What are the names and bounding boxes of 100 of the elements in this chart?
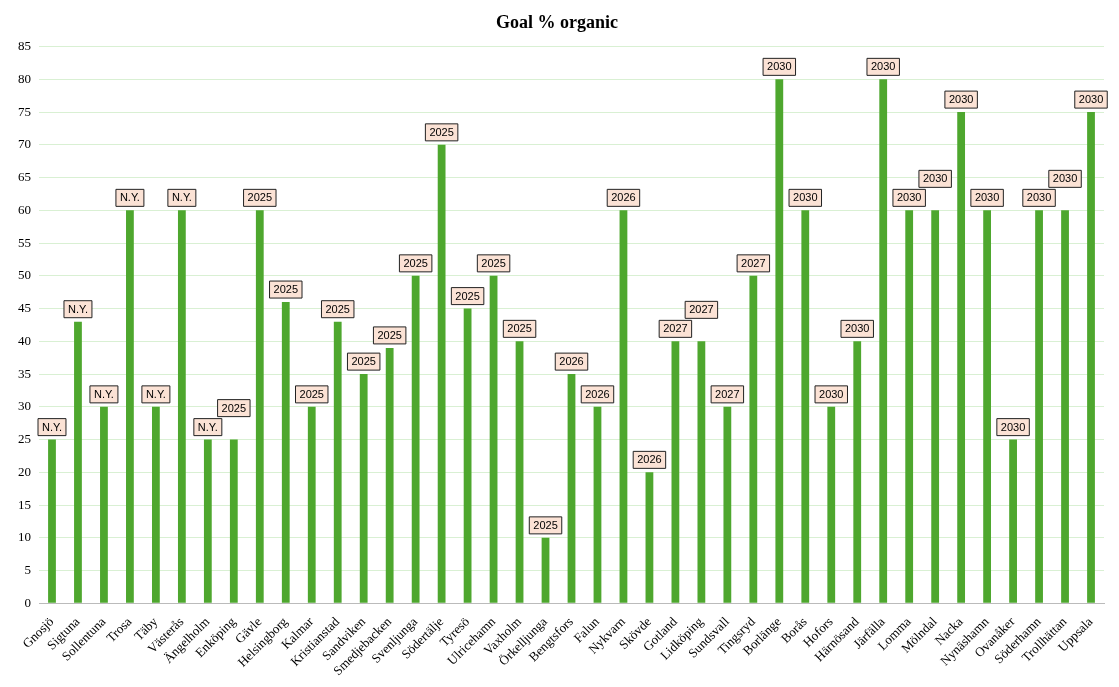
y-tick-label: 40 <box>18 332 31 348</box>
annotation: N.Y. <box>119 191 140 204</box>
y-tick-label: 70 <box>18 136 31 152</box>
annotation: 2025 <box>325 302 350 315</box>
annotation: 2025 <box>299 387 324 400</box>
bar <box>100 406 108 603</box>
bar <box>931 210 940 603</box>
annotation: 2025 <box>507 322 532 335</box>
annotation: 2025 <box>221 401 247 414</box>
y-tick-label: 55 <box>18 234 31 250</box>
y-tick-label: 25 <box>18 431 31 447</box>
bar <box>1035 210 1043 603</box>
y-tick-label: 5 <box>24 562 31 578</box>
y-tick-label: 45 <box>18 300 31 316</box>
annotation: 2030 <box>844 322 870 335</box>
annotation: 2025 <box>533 518 558 531</box>
bar <box>827 406 836 603</box>
bar <box>697 341 706 603</box>
annotation: 2030 <box>870 60 896 73</box>
bar <box>983 210 992 603</box>
y-tick-label: 60 <box>18 201 31 217</box>
bar <box>359 374 368 603</box>
annotation: 2030 <box>1052 172 1078 185</box>
bar <box>619 210 628 603</box>
y-tick-label: 80 <box>18 70 31 86</box>
annotation: 2030 <box>819 387 844 400</box>
bar <box>853 341 862 603</box>
annotation: 2026 <box>611 191 636 204</box>
bar <box>177 210 186 603</box>
annotation: 2025 <box>247 191 273 204</box>
bar <box>437 144 446 603</box>
annotation: 2030 <box>767 60 792 73</box>
bar <box>567 374 576 603</box>
annotation: N.Y. <box>93 387 114 400</box>
bar <box>593 406 602 603</box>
bar <box>203 439 212 603</box>
bar <box>463 308 472 603</box>
bar <box>74 321 82 603</box>
annotation: 2030 <box>974 191 1000 204</box>
annotation: N.Y. <box>42 420 62 433</box>
annotation: N.Y. <box>145 387 166 400</box>
bar <box>255 210 264 603</box>
bar <box>48 439 56 603</box>
bar <box>1087 112 1095 603</box>
bar <box>541 537 550 603</box>
annotation: 2025 <box>455 289 480 302</box>
annotation: 2030 <box>1078 93 1104 106</box>
annotation: 2027 <box>741 256 766 269</box>
bar <box>957 112 966 603</box>
bar <box>385 347 394 603</box>
annotation: 2030 <box>922 172 948 185</box>
annotation: 2025 <box>351 355 376 368</box>
annotation: 2030 <box>1026 191 1052 204</box>
chart-title: Goal % organic <box>496 12 618 33</box>
y-tick-label: 50 <box>18 267 31 283</box>
bar <box>723 406 732 603</box>
bar <box>229 439 238 603</box>
bar <box>749 275 758 603</box>
annotation: 2030 <box>948 93 974 106</box>
annotation: N.Y. <box>67 302 88 315</box>
y-tick-label: 10 <box>18 529 31 545</box>
annotation: 2027 <box>715 387 740 400</box>
annotation: 2030 <box>1000 420 1026 433</box>
annotation: 2025 <box>481 256 506 269</box>
annotation: 2025 <box>273 283 299 296</box>
bar <box>801 210 810 603</box>
bar <box>905 210 914 603</box>
annotation: 2027 <box>663 322 688 335</box>
y-tick-label: 30 <box>18 398 31 414</box>
bar <box>489 275 498 603</box>
annotation: 2025 <box>403 256 428 269</box>
y-tick-label: 20 <box>18 463 31 479</box>
y-tick-label: 15 <box>18 496 31 512</box>
y-tick-label: 0 <box>24 594 31 610</box>
bar <box>1061 210 1069 603</box>
bar <box>671 341 680 603</box>
bar <box>151 406 160 603</box>
bar <box>126 210 134 603</box>
annotation: 2030 <box>793 191 818 204</box>
bar <box>1009 439 1017 603</box>
annotation: N.Y. <box>171 191 192 204</box>
annotation: 2025 <box>429 125 454 138</box>
annotation: 2030 <box>896 191 922 204</box>
annotation: 2027 <box>689 303 714 316</box>
bar <box>333 321 342 603</box>
annotation: N.Y. <box>197 420 218 433</box>
bar <box>515 341 524 603</box>
annotation: 2026 <box>585 387 610 400</box>
annotation: 2025 <box>377 328 402 341</box>
bar <box>775 79 784 603</box>
y-tick-label: 85 <box>18 38 31 54</box>
annotation: 2026 <box>559 355 584 368</box>
bar <box>879 79 888 603</box>
bar <box>411 275 420 603</box>
y-tick-label: 35 <box>18 365 31 381</box>
y-tick-label: 65 <box>18 169 31 185</box>
annotation: 2026 <box>637 453 662 466</box>
bar <box>645 472 654 603</box>
bar <box>281 302 290 603</box>
bar <box>307 406 316 603</box>
